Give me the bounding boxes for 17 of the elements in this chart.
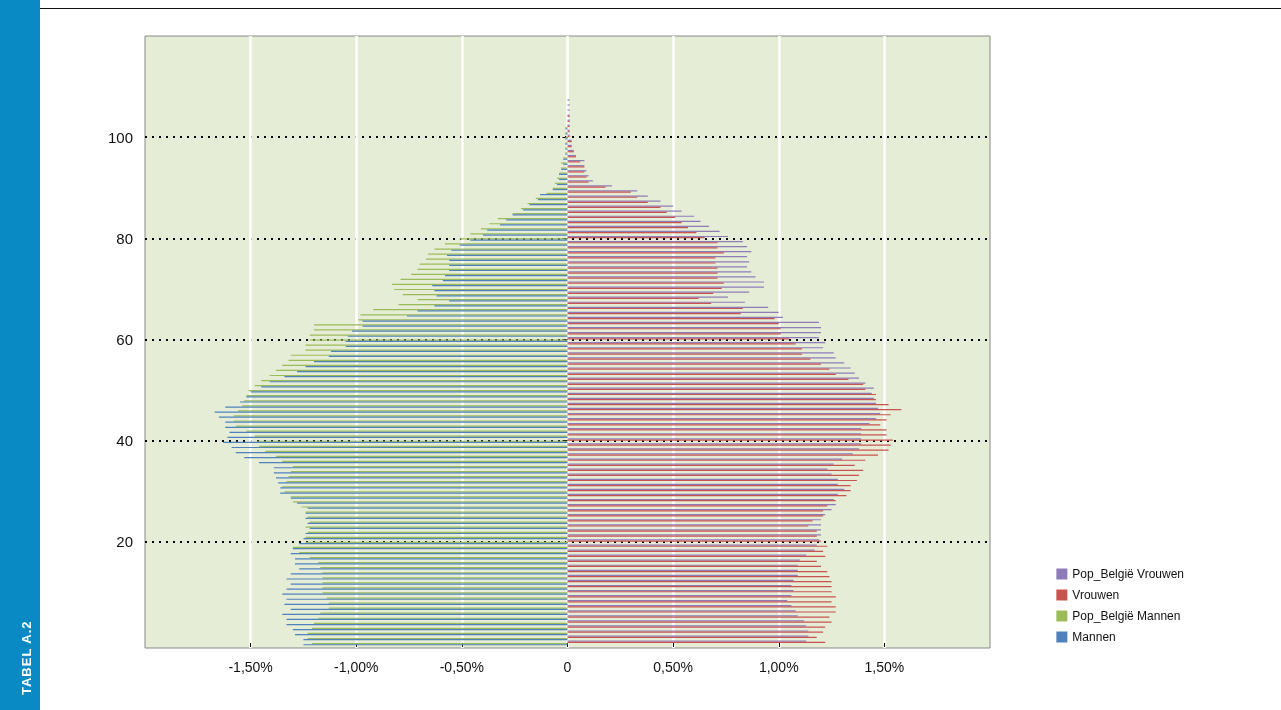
- text: TABEL A.2: [19, 620, 34, 695]
- y-tick-label: 20: [116, 533, 133, 551]
- y-tick-label: 100: [107, 128, 133, 146]
- x-tick-label: -1,00%: [334, 659, 379, 675]
- legend-label: Pop_België Vrouwen: [1072, 567, 1185, 581]
- y-tick-label: 60: [116, 330, 133, 348]
- y-tick-label: 40: [116, 432, 133, 450]
- x-tick-label: -0,50%: [439, 659, 485, 675]
- y-tick-label: 80: [116, 229, 133, 247]
- legend-label: Mannen: [1072, 630, 1116, 644]
- x-tick-label: 1,00%: [758, 659, 799, 675]
- x-tick-label: 1,50%: [864, 659, 905, 675]
- x-tick-label: 0: [563, 659, 572, 675]
- x-tick-label: -1,50%: [228, 659, 273, 675]
- legend-label: Pop_België Mannen: [1072, 609, 1181, 623]
- x-tick-label: 0,50%: [653, 659, 693, 675]
- legend-label: Vrouwen: [1072, 588, 1120, 602]
